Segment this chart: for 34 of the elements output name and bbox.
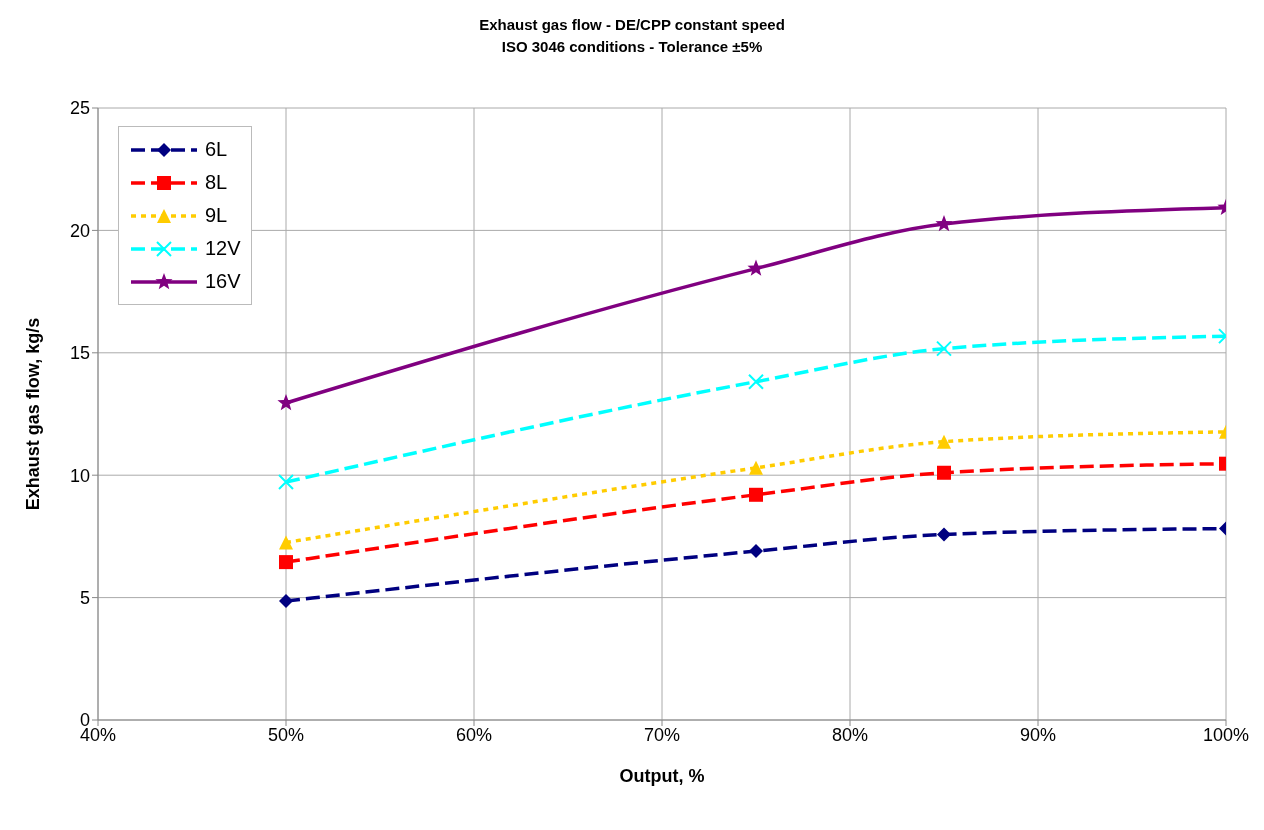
point — [279, 535, 293, 550]
legend-label: 12V — [205, 237, 241, 260]
point — [749, 487, 763, 502]
x-axis-title: Output, % — [619, 766, 705, 786]
x-tick-label: 90% — [1019, 724, 1057, 745]
x-tick-label: 80% — [831, 724, 869, 745]
point — [278, 474, 294, 491]
legend-label: 6L — [205, 138, 228, 161]
point — [937, 527, 951, 542]
point — [935, 215, 953, 232]
point — [747, 259, 765, 276]
point — [936, 340, 952, 357]
point — [937, 434, 951, 449]
x-tick-label: 100% — [1202, 724, 1250, 745]
x-tick-label: 60% — [455, 724, 493, 745]
y-tick-label: 25 — [69, 98, 90, 119]
point — [279, 594, 293, 609]
point — [279, 555, 293, 570]
chart-subtitle: ISO 3046 conditions - Tolerance ±5% — [500, 37, 764, 57]
legend-label: 9L — [205, 204, 228, 227]
y-tick-label: 10 — [69, 465, 90, 486]
point — [937, 465, 951, 480]
chart-title: Exhaust gas flow - DE/CPP constant speed — [478, 15, 786, 35]
x-tick-label: 70% — [643, 724, 681, 745]
legend-label: 8L — [205, 171, 228, 194]
y-tick-label: 20 — [69, 220, 90, 241]
y-tick-label: 5 — [79, 587, 90, 608]
legend-label: 16V — [205, 270, 241, 293]
y-axis-title: Exhaust gas flow, kg/s — [23, 317, 44, 511]
y-tick-label: 15 — [69, 343, 90, 364]
x-tick-label: 50% — [267, 724, 305, 745]
point — [748, 373, 764, 390]
point — [749, 544, 763, 559]
point — [749, 460, 763, 475]
